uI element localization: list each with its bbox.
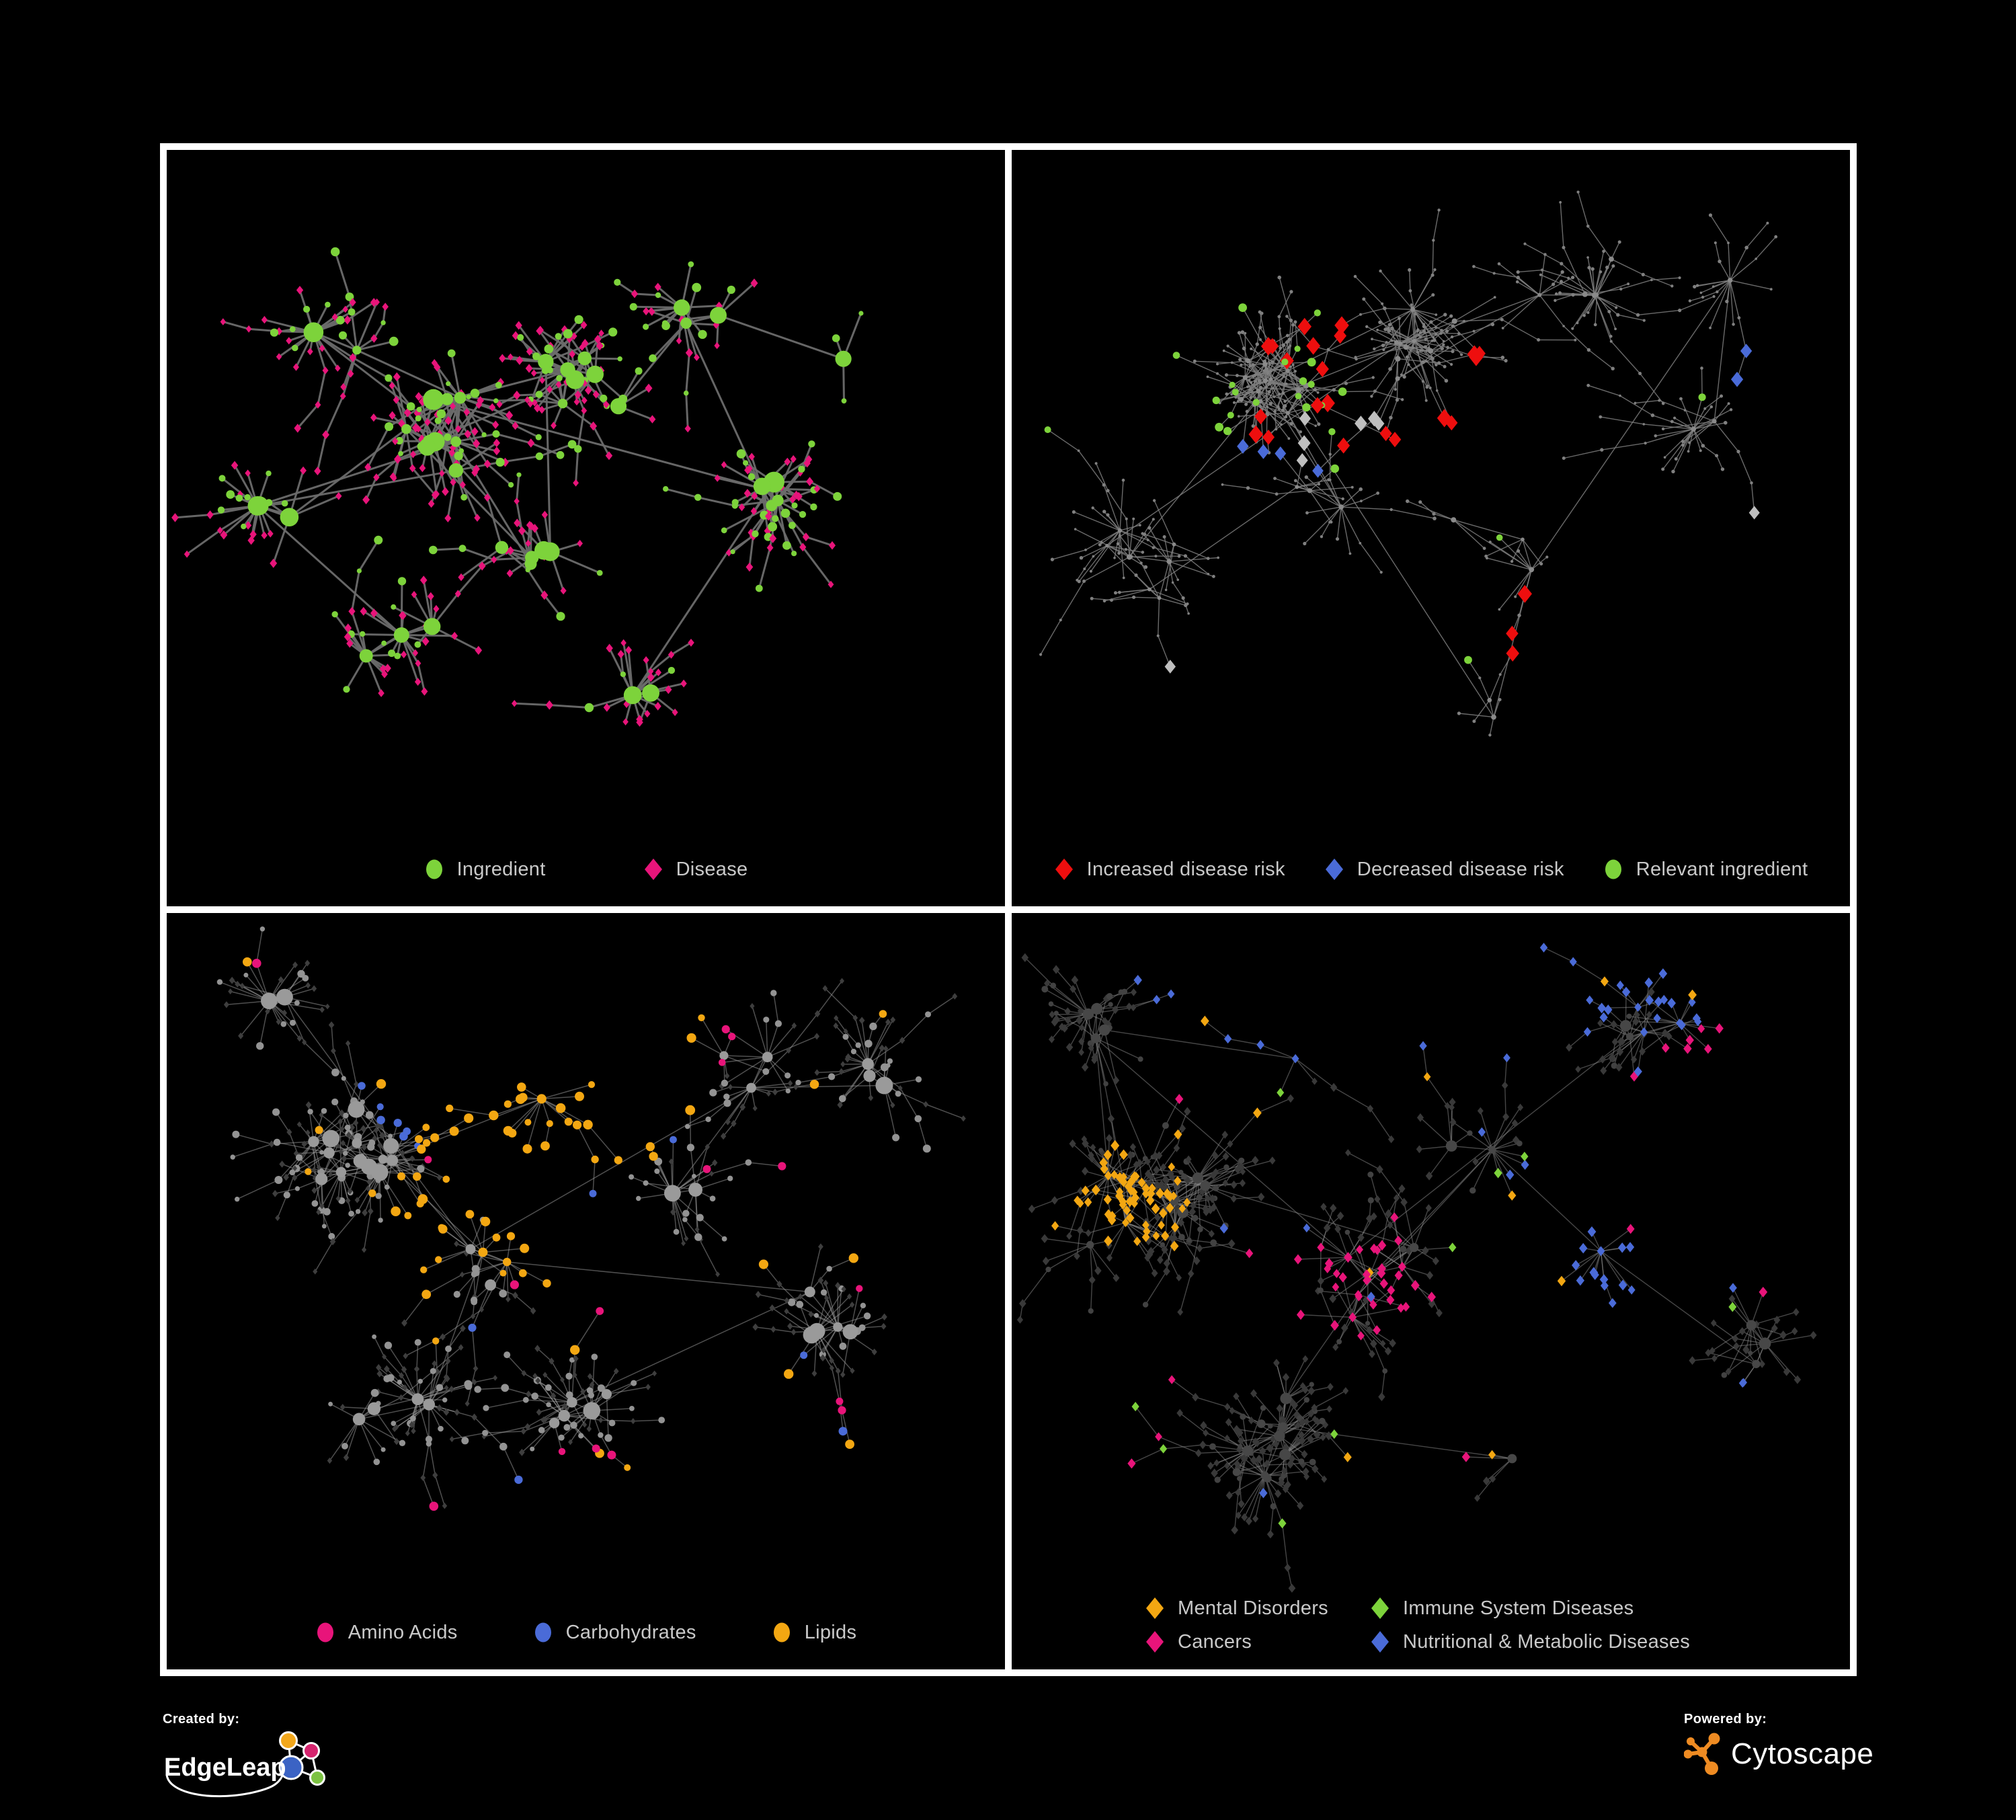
created-by-label: Created by: [163,1712,240,1727]
legend-circle-swatch [426,859,442,879]
legend-label: Immune System Diseases [1403,1597,1634,1619]
legend-item-amino-acids: Amino Acids [315,1621,458,1644]
legend-label: Increased disease risk [1086,858,1285,880]
legend-diamond-swatch [1371,1597,1389,1619]
legend-diamond-swatch [644,859,662,880]
legend-item-increased-disease-risk: Increased disease risk [1054,858,1285,881]
legend-label: Cancers [1178,1630,1252,1653]
legend-label: Disease [676,858,748,880]
legend-macronutrient-classes: Amino Acids Carbohydrates Lipids [167,1621,1005,1644]
legend-diamond-swatch [1371,1631,1389,1653]
legend-item-carbohydrates: Carbohydrates [533,1621,696,1644]
legend-label: Nutritional & Metabolic Diseases [1403,1630,1691,1653]
edgeleap-node-orange [279,1731,298,1750]
legend-item-relevant-ingredient: Relevant ingredient [1603,858,1808,881]
edgeleap-credit: Created by: EdgeLeap [163,1712,358,1819]
legend-item-cancers: Cancers [1145,1630,1328,1653]
panel-ingredient-disease: Ingredient Disease [167,150,1005,906]
edgeleap-network-icon [278,1731,325,1786]
legend-label: Ingredient [456,858,546,880]
network-graph-disease-classes [1016,943,1817,1593]
panel-disease-risk: Increased disease risk Decreased disease … [1012,150,1850,906]
legend-ingredient-disease: Ingredient Disease [167,858,1005,881]
legend-item-ingredient: Ingredient [424,858,546,881]
legend-label: Carbohydrates [565,1621,696,1643]
legend-item-mental-disorders: Mental Disorders [1145,1597,1328,1620]
legend-label: Relevant ingredient [1636,858,1808,880]
legend-circle-swatch [1605,859,1621,879]
edgeleap-logo: EdgeLeap [164,1731,325,1798]
legend-disease-classes: Mental Disorders Immune System Diseases Ca… [1012,1597,1850,1653]
legend-item-immune-system-diseases: Immune System Diseases [1370,1597,1690,1620]
panel-disease-classes: Mental Disorders Immune System Diseases Ca… [1012,913,1850,1669]
network-graph-disease-risk [1039,190,1778,737]
legend-item-decreased-disease-risk: Decreased disease risk [1324,858,1564,881]
legend-circle-swatch [317,1622,333,1643]
legend-disease-risk: Increased disease risk Decreased disease … [1012,858,1850,881]
edgeleap-wordmark: EdgeLeap [164,1753,286,1782]
legend-diamond-swatch [1146,1631,1164,1653]
cytoscape-icon [1684,1733,1720,1775]
legend-label: Lipids [804,1621,857,1643]
cytoscape-logo: Cytoscape [1684,1733,1873,1776]
edgeleap-node-blue [278,1755,304,1780]
legend-diamond-swatch [1325,859,1343,880]
edgeleap-node-green [309,1770,325,1786]
legend-label: Mental Disorders [1178,1597,1328,1619]
panel-macronutrient-classes: Amino Acids Carbohydrates Lipids [167,913,1005,1669]
legend-diamond-swatch [1055,859,1073,880]
cytoscape-wordmark: Cytoscape [1731,1737,1874,1770]
network-graph-ingredient-disease [171,247,864,727]
cytoscape-credit: Powered by: Cytoscape [1684,1712,1873,1776]
legend-label: Amino Acids [348,1621,458,1643]
edgeleap-swoosh [165,1773,284,1798]
edgeleap-node-pink [303,1742,320,1759]
legend-circle-swatch [534,1622,551,1643]
legend-item-lipids: Lipids [772,1621,857,1644]
legend-item-disease: Disease [643,858,748,881]
legend-item-nutritional-metabolic-diseases: Nutritional & Metabolic Diseases [1370,1630,1690,1653]
legend-circle-swatch [773,1622,790,1643]
legend-diamond-swatch [1146,1597,1164,1619]
legend-label: Decreased disease risk [1357,858,1564,880]
powered-by-label: Powered by: [1684,1712,1767,1727]
network-graph-macronutrient-classes [216,926,966,1511]
panel-grid: Ingredient Disease Increased disease risk… [160,143,1857,1676]
